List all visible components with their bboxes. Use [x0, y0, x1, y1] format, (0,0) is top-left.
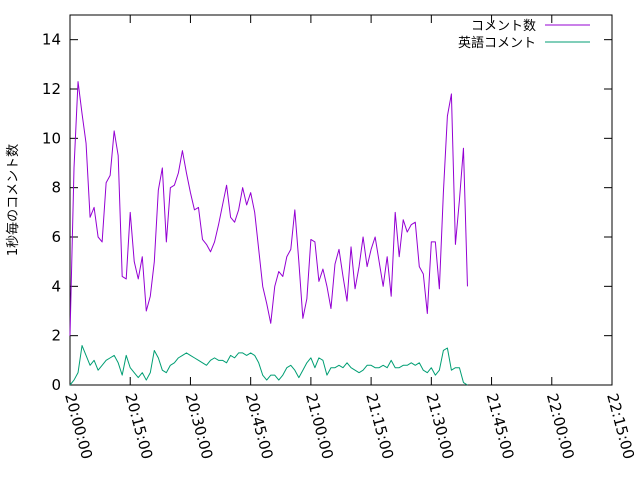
x-tick-label: 21:00:00 [302, 391, 337, 461]
x-tick-label: 20:30:00 [182, 391, 217, 461]
x-tick-label: 22:15:00 [603, 391, 638, 461]
plot-frame [69, 14, 613, 386]
y-tick-label: 10 [42, 129, 61, 147]
y-axis: 0 2 4 6 8 10 12 14 [42, 31, 612, 394]
x-tick-label: 22:00:00 [543, 391, 578, 461]
y-tick-label: 14 [42, 31, 61, 49]
y-tick-label: 12 [42, 80, 61, 98]
y-tick-label: 6 [51, 228, 61, 246]
x-tick-label: 21:30:00 [422, 391, 457, 461]
x-tick-label: 20:15:00 [121, 391, 156, 461]
x-tick-label: 20:00:00 [61, 391, 96, 461]
series-line-0 [69, 81, 468, 336]
y-axis-label: 1秒毎のコメント数 [5, 144, 21, 256]
legend-label: 英語コメント [458, 35, 536, 51]
y-tick-label: 0 [51, 376, 61, 394]
x-axis: 20:00:00 20:15:00 20:30:00 20:45:00 21:00:00… [61, 15, 638, 461]
legend-label: コメント数 [471, 19, 536, 34]
x-tick-label: 21:45:00 [483, 391, 518, 461]
series-line-1 [69, 345, 468, 386]
y-tick-label: 2 [51, 327, 61, 345]
series-layer [69, 81, 468, 386]
x-tick-label: 21:15:00 [362, 391, 397, 461]
y-tick-label: 8 [51, 179, 61, 197]
y-tick-label: 4 [51, 277, 61, 295]
x-tick-label: 20:45:00 [242, 391, 277, 461]
